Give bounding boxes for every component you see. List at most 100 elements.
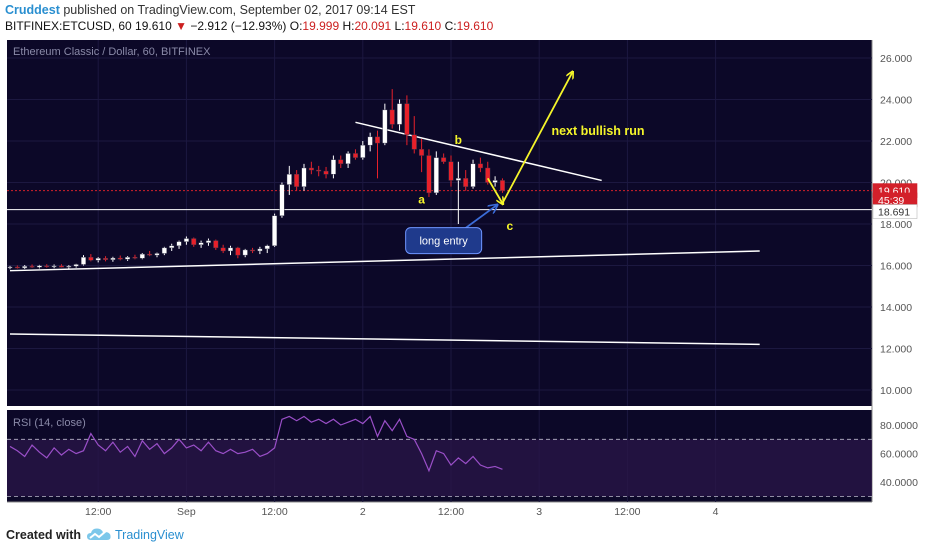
annotation-arrow	[486, 177, 503, 203]
candle	[242, 248, 248, 258]
candle	[103, 256, 109, 262]
tradingview-brand[interactable]: TradingView	[115, 528, 184, 542]
published-text: published on TradingView.com, September …	[63, 3, 416, 17]
candle	[404, 95, 410, 146]
candle	[492, 176, 498, 187]
candle-body	[433, 157, 439, 194]
candle	[448, 155, 454, 187]
candle-body	[183, 238, 189, 242]
annotation-label: b	[455, 133, 462, 147]
candle	[338, 155, 344, 168]
candle-body	[257, 248, 263, 252]
candle	[36, 264, 42, 269]
author-name[interactable]: Cruddest	[5, 3, 60, 17]
candle	[411, 116, 417, 154]
candle-body	[198, 242, 204, 245]
candle-body	[7, 266, 13, 269]
candle-body	[51, 265, 57, 268]
candle	[235, 246, 241, 259]
candle-body	[205, 240, 211, 243]
candle-body	[191, 238, 197, 245]
ohlc-open-label: O:	[289, 19, 303, 33]
candle	[117, 255, 123, 261]
annotation-label: a	[418, 192, 425, 206]
callout-box	[405, 227, 483, 255]
candle	[191, 237, 197, 247]
main-plot: long entry a b c next bullish run	[7, 73, 872, 346]
candle-body	[470, 163, 476, 187]
candle	[279, 182, 285, 218]
candle	[29, 264, 35, 268]
candle	[132, 254, 138, 260]
rsi-title: RSI (14, close)	[13, 417, 86, 429]
candle-body	[397, 103, 403, 125]
candle-body	[426, 155, 432, 194]
main-pane	[7, 40, 872, 406]
candle	[125, 256, 131, 261]
candle	[95, 257, 101, 263]
ohlc-high-value: 20.091	[354, 19, 392, 33]
candle	[397, 99, 403, 131]
y-tick-label: 18.000	[880, 219, 912, 231]
candle-body	[14, 266, 20, 269]
ohlc-high-label: H:	[342, 19, 355, 33]
rsi-y-tick-label: 80.0000	[880, 420, 918, 432]
candle	[161, 246, 167, 256]
candle-body	[176, 241, 182, 246]
candle	[441, 153, 447, 164]
candle	[272, 213, 278, 247]
candle-body	[103, 258, 109, 260]
chart-canvas[interactable]: 26.00024.00022.00020.00018.00016.00014.0…	[0, 36, 932, 520]
candle	[73, 263, 79, 268]
candle-body	[66, 265, 72, 268]
price-label: 45:39	[872, 192, 918, 208]
candle	[499, 178, 505, 193]
candle-body	[492, 180, 498, 183]
symbol: BITFINEX:ETCUSD, 60	[5, 19, 132, 33]
price-axis	[872, 40, 926, 502]
candle	[66, 265, 72, 269]
candle-body	[294, 173, 300, 187]
grid	[7, 40, 872, 502]
candle-body	[404, 103, 410, 135]
candle-body	[441, 157, 447, 162]
candle	[198, 240, 204, 248]
candle-body	[389, 109, 395, 125]
candle-body	[227, 247, 233, 252]
x-tick-label: 12:00	[438, 506, 464, 518]
y-tick-label: 16.000	[880, 261, 912, 273]
candle	[227, 245, 233, 256]
candle	[44, 264, 50, 268]
candle	[51, 264, 57, 269]
candle-body	[132, 256, 138, 259]
candle	[316, 165, 322, 177]
candle	[455, 161, 461, 224]
candle	[220, 244, 226, 254]
price-label: 18.691	[872, 204, 918, 219]
rsi-y-tick-label: 60.0000	[880, 449, 918, 461]
candle-body	[22, 266, 28, 269]
candle-body	[411, 134, 417, 150]
trend-line	[355, 121, 602, 182]
candle	[22, 265, 28, 270]
candle	[139, 253, 145, 260]
candle-body	[338, 159, 344, 165]
candle-body	[250, 249, 256, 252]
candle	[477, 157, 483, 173]
ohlc-close-value: 19.610	[456, 19, 494, 33]
candle-body	[367, 136, 373, 146]
candle-body	[316, 169, 322, 172]
chart-title: Ethereum Classic / Dollar, 60, BITFINEX	[13, 46, 211, 58]
callout-text: long entry	[419, 236, 468, 248]
candle	[308, 161, 314, 175]
ohlc-close-label: C:	[444, 19, 457, 33]
candle-body	[147, 253, 153, 256]
candle-body	[220, 247, 226, 252]
candle-body	[264, 245, 270, 250]
candle	[205, 238, 211, 246]
footer: Created with TradingView	[0, 520, 932, 550]
candle-body	[154, 253, 160, 256]
ohlc-open-value: 19.999	[302, 19, 340, 33]
price-label-bg	[872, 204, 918, 219]
candle-body	[95, 258, 101, 261]
